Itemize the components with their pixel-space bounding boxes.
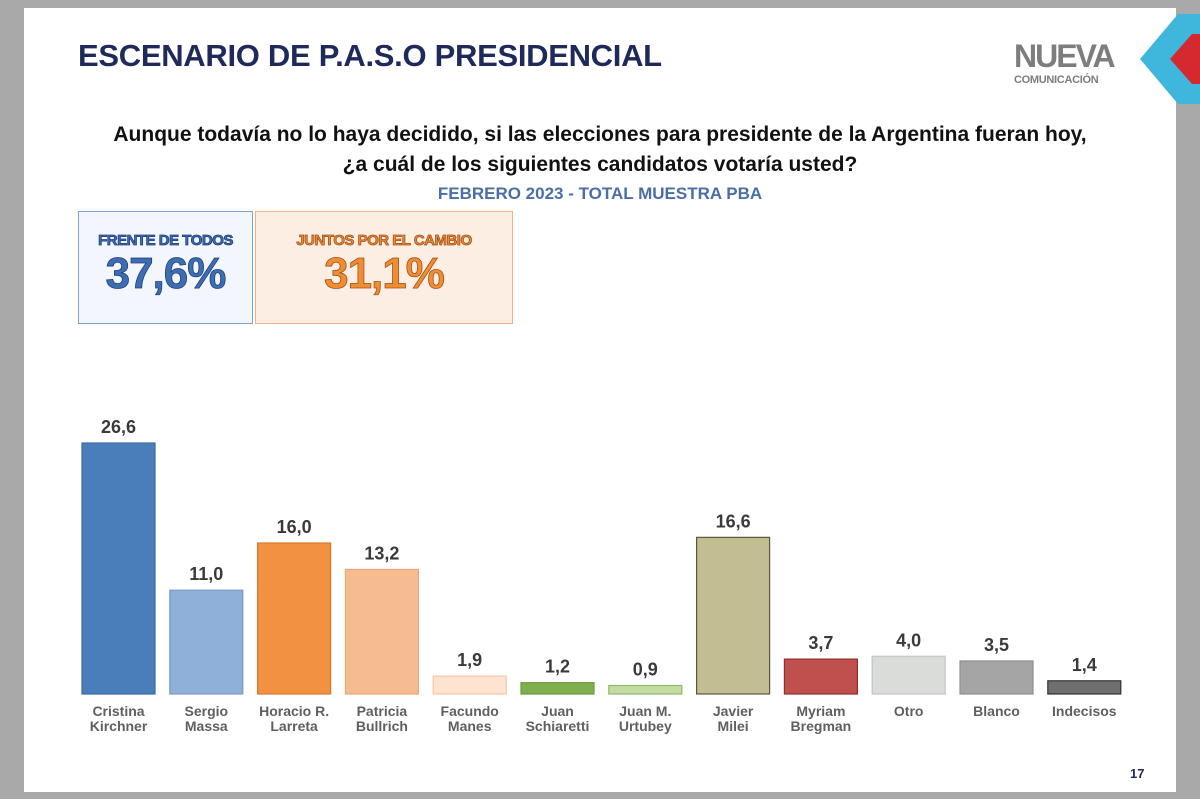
category-label: Urtubey [619,718,672,734]
category-label: Bregman [791,718,852,734]
category-label: Myriam [796,703,845,719]
bar [871,655,946,695]
category-label: Patricia [357,703,408,719]
category-label: Juan M. [619,703,671,719]
category-label: Sergio [185,703,229,719]
bar [783,658,859,695]
category-label: Facundo [441,703,499,719]
bar-value-label: 11,0 [189,564,223,584]
bar [695,536,771,695]
page-number: 17 [1130,766,1145,781]
bar-value-label: 4,0 [896,630,921,650]
bar [959,660,1034,695]
category-label: Milei [718,718,749,734]
category-label: Kirchner [90,718,148,734]
slide-title: ESCENARIO DE P.A.S.O PRESIDENCIAL [78,38,662,73]
coalition-label: FRENTE DE TODOS [98,232,234,250]
survey-subtitle: FEBRERO 2023 - TOTAL MUESTRA PBA [437,184,763,203]
category-label: Bullrich [356,718,408,734]
category-label: Larreta [270,718,318,734]
bar [1047,680,1122,695]
coalition-box-frente-de-todos: FRENTE DE TODOS 37,6% [78,211,253,324]
bar [257,542,332,695]
bar [432,675,507,695]
bar [169,589,244,695]
coalition-label: JUNTOS POR EL CAMBIO [296,232,473,250]
nueva-comunicacion-logo: NUEVA COMUNICACIÓN [1014,38,1124,98]
bar [81,442,156,695]
coalition-value: 37,6% [105,249,227,299]
category-label: Massa [185,718,228,734]
bar-value-label: 1,4 [1072,655,1097,675]
logo-chevron-icon [1140,14,1200,104]
question-line-2: ¿a cuál de los siguientes candidatos vot… [342,153,858,176]
bar [608,684,683,695]
category-label: Blanco [973,703,1020,719]
bar [344,568,419,695]
bar-value-label: 13,2 [364,543,399,563]
category-label: Schiaretti [526,718,590,734]
coalition-box-juntos-por-el-cambio: JUNTOS POR EL CAMBIO 31,1% [255,211,513,324]
category-label: Otro [894,703,924,719]
category-label: Indecisos [1052,703,1117,719]
category-label: Horacio R. [259,703,329,719]
bar-value-label: 3,5 [984,635,1009,655]
bar-value-label: 26,6 [101,417,136,437]
category-label: Cristina [92,703,144,719]
logo-sub-text: COMUNICACIÓN [1014,74,1099,86]
bar-value-label: 0,9 [633,660,658,680]
category-label: Javier [713,703,754,719]
bar-value-label: 1,9 [457,650,482,670]
bar-value-label: 16,0 [277,517,312,537]
category-label: Juan [541,703,574,719]
bar [520,682,595,695]
question-line-1: Aunque todavía no lo haya decidido, si l… [113,123,1087,146]
logo-main-text: NUEVA [1014,38,1116,74]
slide: ESCENARIO DE P.A.S.O PRESIDENCIAL NUEVA … [24,8,1200,792]
coalition-value: 31,1% [324,249,446,299]
bar-value-label: 16,6 [716,511,751,531]
survey-question: Aunque todavía no lo haya decidido, si l… [24,120,1176,180]
category-label: Manes [448,718,492,734]
bar-value-label: 1,2 [545,657,570,677]
bar-value-label: 3,7 [808,633,833,653]
